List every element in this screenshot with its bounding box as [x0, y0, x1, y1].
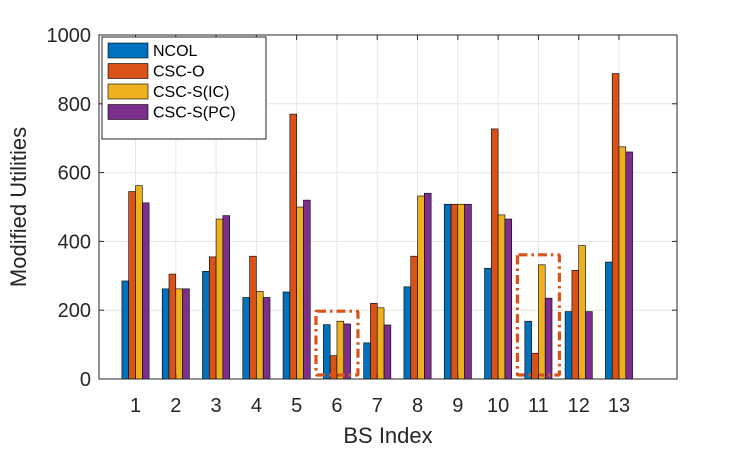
bar-csc-s-pc--10	[504, 218, 513, 380]
bar-csc-o-8	[410, 255, 418, 380]
bar-ncol-9	[443, 203, 452, 380]
bar-csc-s-ic--7	[376, 307, 385, 380]
x-tick-label: 10	[487, 395, 509, 417]
bar-ncol-13	[605, 261, 613, 380]
bar-csc-s-ic--1	[135, 185, 143, 380]
legend-label: CSC-S(IC)	[153, 84, 229, 101]
bar-csc-o-5	[289, 113, 297, 380]
x-tick-label: 1	[130, 395, 141, 417]
bar-ncol-10	[484, 267, 492, 380]
y-tick-label: 200	[58, 300, 91, 322]
bar-series	[121, 73, 633, 380]
bar-ncol-2	[161, 288, 170, 380]
bar-csc-s-ic--10	[497, 214, 506, 380]
bar-ncol-5	[282, 291, 291, 380]
x-tick-label: 11	[528, 395, 549, 417]
bar-csc-s-ic--9	[457, 203, 465, 380]
bar-csc-o-13	[611, 73, 620, 380]
bar-csc-s-pc--12	[585, 311, 593, 380]
x-tick-label: 8	[412, 395, 423, 417]
legend-label: CSC-S(PC)	[153, 105, 236, 122]
y-tick-label: 600	[58, 163, 91, 185]
bar-csc-s-ic--3	[215, 218, 224, 380]
bar-csc-s-pc--1	[142, 202, 150, 380]
y-axis-ticks: 0 200 400 600 800 1000	[47, 25, 677, 391]
bar-ncol-1	[121, 280, 130, 380]
bar-csc-s-ic--6	[336, 320, 345, 380]
y-tick-label: 400	[58, 231, 91, 253]
bar-csc-s-pc--11	[544, 297, 553, 380]
y-tick-label: 0	[80, 369, 91, 391]
bar-csc-o-9	[450, 203, 459, 380]
bar-ncol-3	[202, 271, 210, 380]
bar-csc-o-1	[128, 191, 136, 380]
legend-swatch-ncol	[107, 42, 149, 59]
x-tick-label: 7	[372, 395, 383, 417]
x-tick-label: 6	[331, 395, 342, 417]
bar-csc-o-12	[571, 269, 580, 380]
x-tick-label: 2	[170, 395, 181, 417]
axes-box	[98, 34, 678, 380]
bar-csc-s-pc--8	[424, 192, 432, 380]
bar-ncol-6	[323, 324, 331, 380]
legend-label: CSC-O	[153, 64, 205, 81]
bar-csc-s-pc--5	[303, 199, 311, 380]
bar-ncol-11	[524, 320, 532, 380]
bar-ncol-8	[403, 286, 412, 380]
legend: NCOL CSC-O CSC-S(IC) CSC-S(PC)	[101, 36, 267, 140]
bar-ncol-7	[363, 342, 371, 380]
bar-csc-s-pc--2	[182, 288, 190, 380]
legend-swatch-csc-s-ic-	[107, 83, 149, 100]
bar-csc-o-7	[370, 303, 378, 380]
x-tick-label: 12	[568, 395, 590, 417]
y-tick-label: 1000	[47, 25, 92, 47]
bar-ncol-12	[564, 311, 573, 380]
y-tick-label: 800	[58, 94, 91, 116]
x-tick-label: 13	[608, 395, 630, 417]
bar-csc-s-ic--12	[578, 245, 586, 380]
bar-csc-s-ic--5	[296, 206, 304, 380]
bar-csc-s-pc--3	[222, 215, 230, 380]
bar-csc-s-pc--9	[464, 203, 472, 380]
bar-csc-s-pc--6	[343, 323, 351, 380]
bar-csc-s-ic--13	[618, 146, 627, 380]
x-tick-label: 9	[452, 395, 463, 417]
bar-ncol-4	[242, 297, 250, 380]
bar-csc-s-pc--4	[262, 297, 271, 380]
legend-label: NCOL	[153, 43, 198, 60]
bar-csc-o-10	[491, 128, 499, 380]
bar-csc-s-ic--2	[175, 288, 183, 380]
bar-csc-s-pc--7	[383, 324, 392, 380]
bar-csc-o-4	[249, 255, 257, 380]
bar-csc-s-ic--11	[538, 264, 546, 380]
bar-csc-s-ic--8	[417, 195, 425, 380]
bar-csc-o-3	[208, 256, 217, 380]
bar-csc-o-2	[168, 273, 177, 380]
bar-csc-s-ic--4	[256, 290, 264, 380]
bar-csc-s-pc--13	[625, 151, 633, 380]
legend-swatch-csc-s-pc-	[107, 104, 149, 120]
x-tick-label: 5	[291, 395, 302, 417]
y-axis-title: Modified Utilities	[6, 127, 31, 287]
legend-swatch-csc-o	[107, 63, 149, 79]
x-tick-label: 3	[211, 395, 222, 417]
x-axis-title: BS Index	[343, 423, 432, 448]
x-tick-label: 4	[251, 395, 262, 417]
